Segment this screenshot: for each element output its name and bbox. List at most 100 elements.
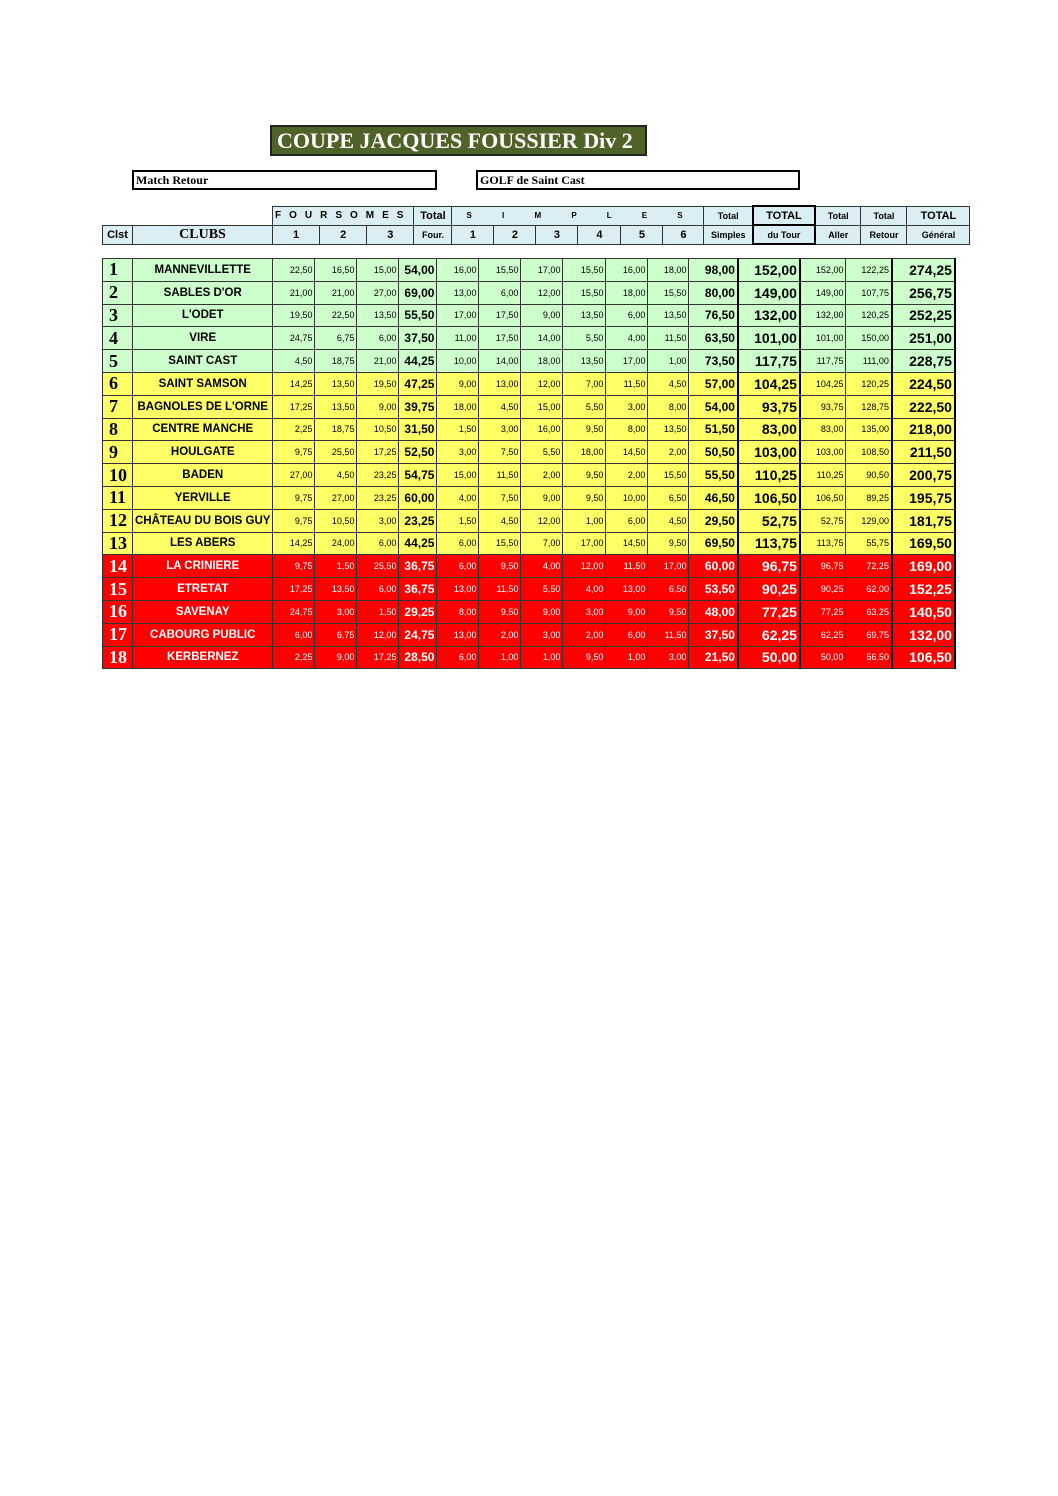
cell-f3: 6,00 xyxy=(356,326,400,351)
cell-s2: 13,00 xyxy=(478,371,522,396)
cell-f3: 6,00 xyxy=(356,577,400,601)
cell-total-aller: 104,25 xyxy=(799,371,847,396)
cell-s6: 15,50 xyxy=(647,463,690,487)
cell-s2: 17,50 xyxy=(478,326,522,351)
cell-s4: 12,00 xyxy=(562,554,607,579)
cell-f2: 18,75 xyxy=(314,349,358,373)
cell-total-four: 54,00 xyxy=(398,258,438,282)
cell-total-general: 218,00 xyxy=(890,417,956,442)
cell-f2: 1,50 xyxy=(314,554,358,579)
cell-s3: 1,00 xyxy=(520,645,564,670)
cell-f2: 22,50 xyxy=(314,303,358,328)
cell-s6: 9,50 xyxy=(647,531,690,556)
cell-total-general: 106,50 xyxy=(890,645,956,670)
cell-s4: 9,50 xyxy=(562,463,607,487)
cell-total-tour: 149,00 xyxy=(736,280,801,305)
cell-total-retour: 72,25 xyxy=(845,554,893,579)
cell-s3: 15,00 xyxy=(520,394,564,419)
cell-s6: 15,50 xyxy=(647,280,690,305)
rank-cell: 15 xyxy=(102,577,133,601)
cell-s1: 1,50 xyxy=(436,417,480,442)
table-row: 15 ETRETAT 17,25 13,50 6,00 36,75 13,00 11,50 5,… xyxy=(102,577,956,601)
cell-s6: 13,50 xyxy=(647,303,690,328)
rank-cell: 11 xyxy=(102,485,133,510)
cell-f2: 16,50 xyxy=(314,258,358,282)
cell-s1: 6,00 xyxy=(436,645,480,670)
cell-total-aller: 62,25 xyxy=(799,622,847,647)
cell-total-retour: 63,25 xyxy=(845,599,893,624)
cell-total-simples: 80,00 xyxy=(688,280,739,305)
cell-f3: 23,25 xyxy=(356,463,400,487)
club-name: HOULGATE xyxy=(131,440,274,465)
cell-s6: 4,50 xyxy=(647,508,690,533)
cell-total-retour: 128,75 xyxy=(845,394,893,419)
cell-total-aller: 83,00 xyxy=(799,417,847,442)
cell-total-simples: 69,50 xyxy=(688,531,739,556)
cell-s3: 17,00 xyxy=(520,258,564,282)
cell-s4: 15,50 xyxy=(562,280,607,305)
table-row: 17 CABOURG PUBLIC 6,00 6,75 12,00 24,75 13,00 2… xyxy=(102,622,956,647)
cell-total-tour: 132,00 xyxy=(736,303,801,328)
cell-f2: 4,50 xyxy=(314,463,358,487)
cell-s2: 2,00 xyxy=(478,622,522,647)
rank-cell: 18 xyxy=(102,645,133,670)
cell-s6: 2,00 xyxy=(647,440,690,465)
cell-total-aller: 149,00 xyxy=(799,280,847,305)
cell-s4: 17,00 xyxy=(562,531,607,556)
cell-f2: 27,00 xyxy=(314,485,358,510)
cell-s5: 1,00 xyxy=(605,645,649,670)
cell-s1: 13,00 xyxy=(436,577,480,601)
header-s6: 6 xyxy=(662,224,705,245)
cell-s6: 8,00 xyxy=(647,394,690,419)
cell-total-general: 228,75 xyxy=(890,349,956,373)
cell-f1: 9,75 xyxy=(272,554,316,579)
cell-s5: 11,50 xyxy=(605,371,649,396)
cell-total-tour: 110,25 xyxy=(736,463,801,487)
cell-s5: 10,00 xyxy=(605,485,649,510)
cell-s4: 9,50 xyxy=(562,485,607,510)
cell-total-four: 60,00 xyxy=(398,485,438,510)
cell-f3: 1,50 xyxy=(356,599,400,624)
cell-total-aller: 90,25 xyxy=(799,577,847,601)
club-name: BADEN xyxy=(131,463,274,487)
club-name: SAINT SAMSON xyxy=(131,371,274,396)
document-title: COUPE JACQUES FOUSSIER Div 2 xyxy=(270,125,647,156)
cell-f1: 24,75 xyxy=(272,599,316,624)
cell-s5: 6,00 xyxy=(605,508,649,533)
header-aller: Aller xyxy=(814,224,862,245)
cell-s4: 4,00 xyxy=(562,577,607,601)
rank-cell: 12 xyxy=(102,508,133,533)
cell-s6: 6,50 xyxy=(647,577,690,601)
header-foursomes: FOURSOMES xyxy=(271,205,415,226)
cell-total-simples: 50,50 xyxy=(688,440,739,465)
cell-s2: 7,50 xyxy=(478,485,522,510)
cell-total-retour: 90,50 xyxy=(845,463,893,487)
cell-f3: 10,50 xyxy=(356,417,400,442)
cell-f2: 13,50 xyxy=(314,577,358,601)
cell-s4: 15,50 xyxy=(562,258,607,282)
cell-f3: 3,00 xyxy=(356,508,400,533)
cell-s2: 6,00 xyxy=(478,280,522,305)
cell-total-tour: 117,75 xyxy=(736,349,801,373)
header-du-tour: du Tour xyxy=(751,224,816,245)
club-name: YERVILLE xyxy=(131,485,274,510)
cell-s4: 2,00 xyxy=(562,622,607,647)
cell-total-aller: 152,00 xyxy=(799,258,847,282)
cell-s5: 3,00 xyxy=(605,394,649,419)
cell-s1: 16,00 xyxy=(436,258,480,282)
cell-total-simples: 57,00 xyxy=(688,371,739,396)
cell-total-general: 169,50 xyxy=(890,531,956,556)
cell-total-simples: 54,00 xyxy=(688,394,739,419)
cell-total-retour: 111,00 xyxy=(845,349,893,373)
cell-s3: 3,00 xyxy=(520,622,564,647)
club-name: SABLES D'OR xyxy=(131,280,274,305)
cell-f3: 17,25 xyxy=(356,645,400,670)
cell-f2: 24,00 xyxy=(314,531,358,556)
header-s3: 3 xyxy=(535,224,579,245)
cell-f3: 19,50 xyxy=(356,371,400,396)
cell-s3: 16,00 xyxy=(520,417,564,442)
cell-f1: 9,75 xyxy=(272,508,316,533)
header-total-simples: Total xyxy=(703,205,754,226)
cell-s2: 3,00 xyxy=(478,417,522,442)
header-total-four: Total xyxy=(413,205,453,226)
